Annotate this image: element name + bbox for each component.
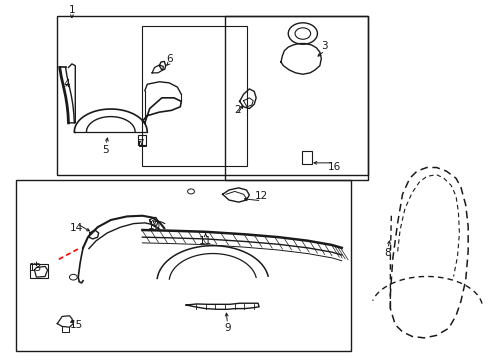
Text: 1: 1 — [68, 5, 75, 15]
Text: 7: 7 — [136, 139, 143, 149]
Text: 8: 8 — [384, 248, 390, 258]
Text: 10: 10 — [148, 221, 161, 231]
Text: 13: 13 — [29, 262, 42, 273]
Bar — [301, 152, 311, 164]
Text: 3: 3 — [321, 41, 327, 51]
Text: 4: 4 — [63, 78, 70, 89]
Text: 11: 11 — [199, 236, 212, 246]
Text: 9: 9 — [224, 323, 230, 333]
Text: 2: 2 — [233, 105, 240, 115]
Bar — [30, 264, 48, 278]
Text: 6: 6 — [165, 54, 172, 64]
Text: 16: 16 — [327, 162, 340, 172]
Text: 5: 5 — [102, 145, 109, 155]
Text: 14: 14 — [70, 223, 83, 233]
Text: 15: 15 — [70, 320, 83, 330]
Bar — [137, 135, 146, 145]
Text: 12: 12 — [254, 191, 267, 201]
